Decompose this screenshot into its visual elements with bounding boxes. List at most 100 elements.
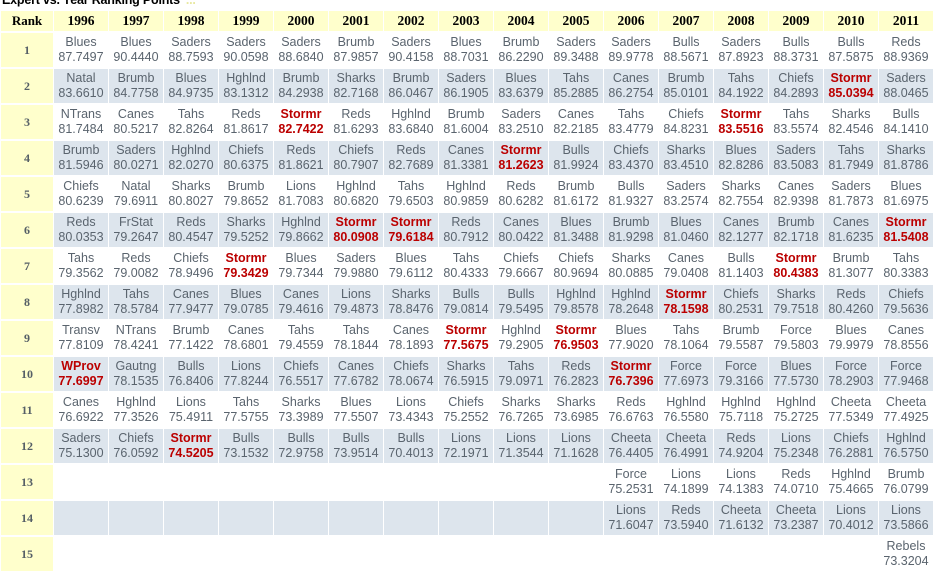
cell-score: 77.9468	[883, 374, 929, 388]
cell-score: 74.1899	[663, 482, 709, 496]
cell-score: 80.6239	[58, 194, 104, 208]
table-row: 7 Tahs 79.3562 Reds 79.0082 Chiefs 78.9496 Stor…	[1, 249, 933, 283]
table-row: 14 Lions 71.6047 Reds 73.5940 Cheeta 71.6132 C…	[1, 501, 933, 535]
cell-team: Canes	[777, 179, 815, 193]
cell-score: 86.1905	[443, 86, 489, 100]
table-cell: Sharks 82.7168	[329, 69, 383, 103]
cell-score: 86.0467	[388, 86, 434, 100]
cell-team: Cheeta	[885, 395, 927, 409]
table-cell: Lions 71.1628	[549, 429, 603, 463]
cell-score: 73.2387	[773, 518, 819, 532]
year-header-1997: 1997	[109, 11, 163, 31]
cell-team: Hghlnd	[721, 395, 761, 409]
table-cell: Sharks 76.5915	[439, 357, 493, 391]
cell-team: Chiefs	[118, 431, 154, 445]
cell-team: Hghlnd	[116, 395, 156, 409]
table-cell: Stormr 77.5675	[439, 321, 493, 355]
cell-score: 79.0814	[443, 302, 489, 316]
table-cell: Tahs 79.4559	[274, 321, 328, 355]
table-cell-empty	[439, 537, 493, 571]
cell-score: 75.2348	[773, 446, 819, 460]
cell-score: 79.0082	[113, 266, 159, 280]
table-cell: Stormr 78.1598	[659, 285, 713, 319]
cell-team: Chiefs	[558, 251, 594, 265]
cell-team: Stormr	[280, 107, 322, 121]
table-cell: Blues 84.9735	[164, 69, 218, 103]
table-cell-empty	[109, 537, 163, 571]
table-row: 4 Brumb 81.5946 Saders 80.0271 Hghlnd 82.0270 C…	[1, 141, 933, 175]
table-cell: Force 77.9468	[879, 357, 933, 391]
cell-score: 70.4012	[828, 518, 874, 532]
cell-score: 80.7912	[443, 230, 489, 244]
table-cell: Blues 90.4440	[109, 33, 163, 67]
table-cell: Chiefs 80.6239	[54, 177, 108, 211]
cell-team: Chiefs	[393, 359, 429, 373]
cell-score: 78.8476	[388, 302, 434, 316]
cell-team: Sharks	[611, 251, 651, 265]
table-cell: Reds 81.6293	[329, 105, 383, 139]
cell-score: 81.9327	[608, 194, 654, 208]
cell-team: Force	[835, 359, 867, 373]
cell-team: Sharks	[721, 179, 761, 193]
cell-team: Stormr	[225, 251, 267, 265]
table-cell: Saders 83.2574	[659, 177, 713, 211]
cell-score: 78.1893	[388, 338, 434, 352]
cell-score: 76.9503	[553, 338, 599, 352]
cell-score: 81.9924	[553, 158, 599, 172]
table-cell: Canes 78.8556	[879, 321, 933, 355]
table-cell: Canes 77.9477	[164, 285, 218, 319]
cell-score: 80.0353	[58, 230, 104, 244]
table-cell: Blues 79.0785	[219, 285, 273, 319]
table-cell: Chiefs 84.2893	[769, 69, 823, 103]
table-cell: Bulls 72.9758	[274, 429, 328, 463]
cell-team: Blues	[395, 251, 427, 265]
table-cell: Sharks 79.5252	[219, 213, 273, 247]
cell-team: Gautng	[115, 359, 157, 373]
cell-team: Lions	[451, 431, 481, 445]
cell-score: 82.0270	[168, 158, 214, 172]
cell-team: Sharks	[501, 395, 541, 409]
cell-team: Saders	[556, 35, 596, 49]
cell-score: 79.0785	[223, 302, 269, 316]
table-cell: Tahs 80.4333	[439, 249, 493, 283]
cell-team: Chiefs	[723, 287, 759, 301]
cell-score: 81.7083	[278, 194, 324, 208]
cell-score: 77.4925	[883, 410, 929, 424]
table-cell-empty	[54, 537, 108, 571]
cell-team: FrStat	[118, 215, 154, 229]
rank-cell-left: 2	[1, 69, 53, 103]
cell-score: 79.6184	[388, 230, 434, 244]
cell-score: 80.4260	[828, 302, 874, 316]
table-cell: Saders 79.9880	[329, 249, 383, 283]
cell-score: 79.0971	[498, 374, 544, 388]
cell-team: Tahs	[177, 107, 205, 121]
cell-team: Natal	[66, 71, 96, 85]
table-cell: Sharks 79.7518	[769, 285, 823, 319]
table-cell: Bulls 88.5671	[659, 33, 713, 67]
cell-score: 78.1598	[663, 302, 709, 316]
cell-score: 75.4665	[828, 482, 874, 496]
cell-team: Hghlnd	[446, 179, 486, 193]
cell-score: 77.8982	[58, 302, 104, 316]
table-cell: Blues 77.5730	[769, 357, 823, 391]
table-cell-empty	[714, 537, 768, 571]
table-cell: Brumb 81.3077	[824, 249, 878, 283]
table-cell-empty	[164, 501, 218, 535]
table-cell: Blues 81.6975	[879, 177, 933, 211]
cell-score: 78.9496	[168, 266, 214, 280]
cell-score: 84.7758	[113, 86, 159, 100]
cell-team: Reds	[891, 35, 921, 49]
cell-score: 88.7593	[168, 50, 214, 64]
cell-team: Bulls	[562, 143, 590, 157]
table-cell: Saders 90.4158	[384, 33, 438, 67]
cell-team: Brumb	[227, 179, 265, 193]
cell-team: Canes	[502, 215, 540, 229]
table-cell: Hghlnd 77.8982	[54, 285, 108, 319]
cell-team: Blues	[175, 71, 207, 85]
cell-team: Sharks	[281, 395, 321, 409]
cell-team: Force	[725, 359, 757, 373]
cell-score: 71.1628	[553, 446, 599, 460]
table-cell: Stormr 76.7396	[604, 357, 658, 391]
cell-team: Tahs	[287, 323, 315, 337]
cell-team: Saders	[446, 71, 486, 85]
